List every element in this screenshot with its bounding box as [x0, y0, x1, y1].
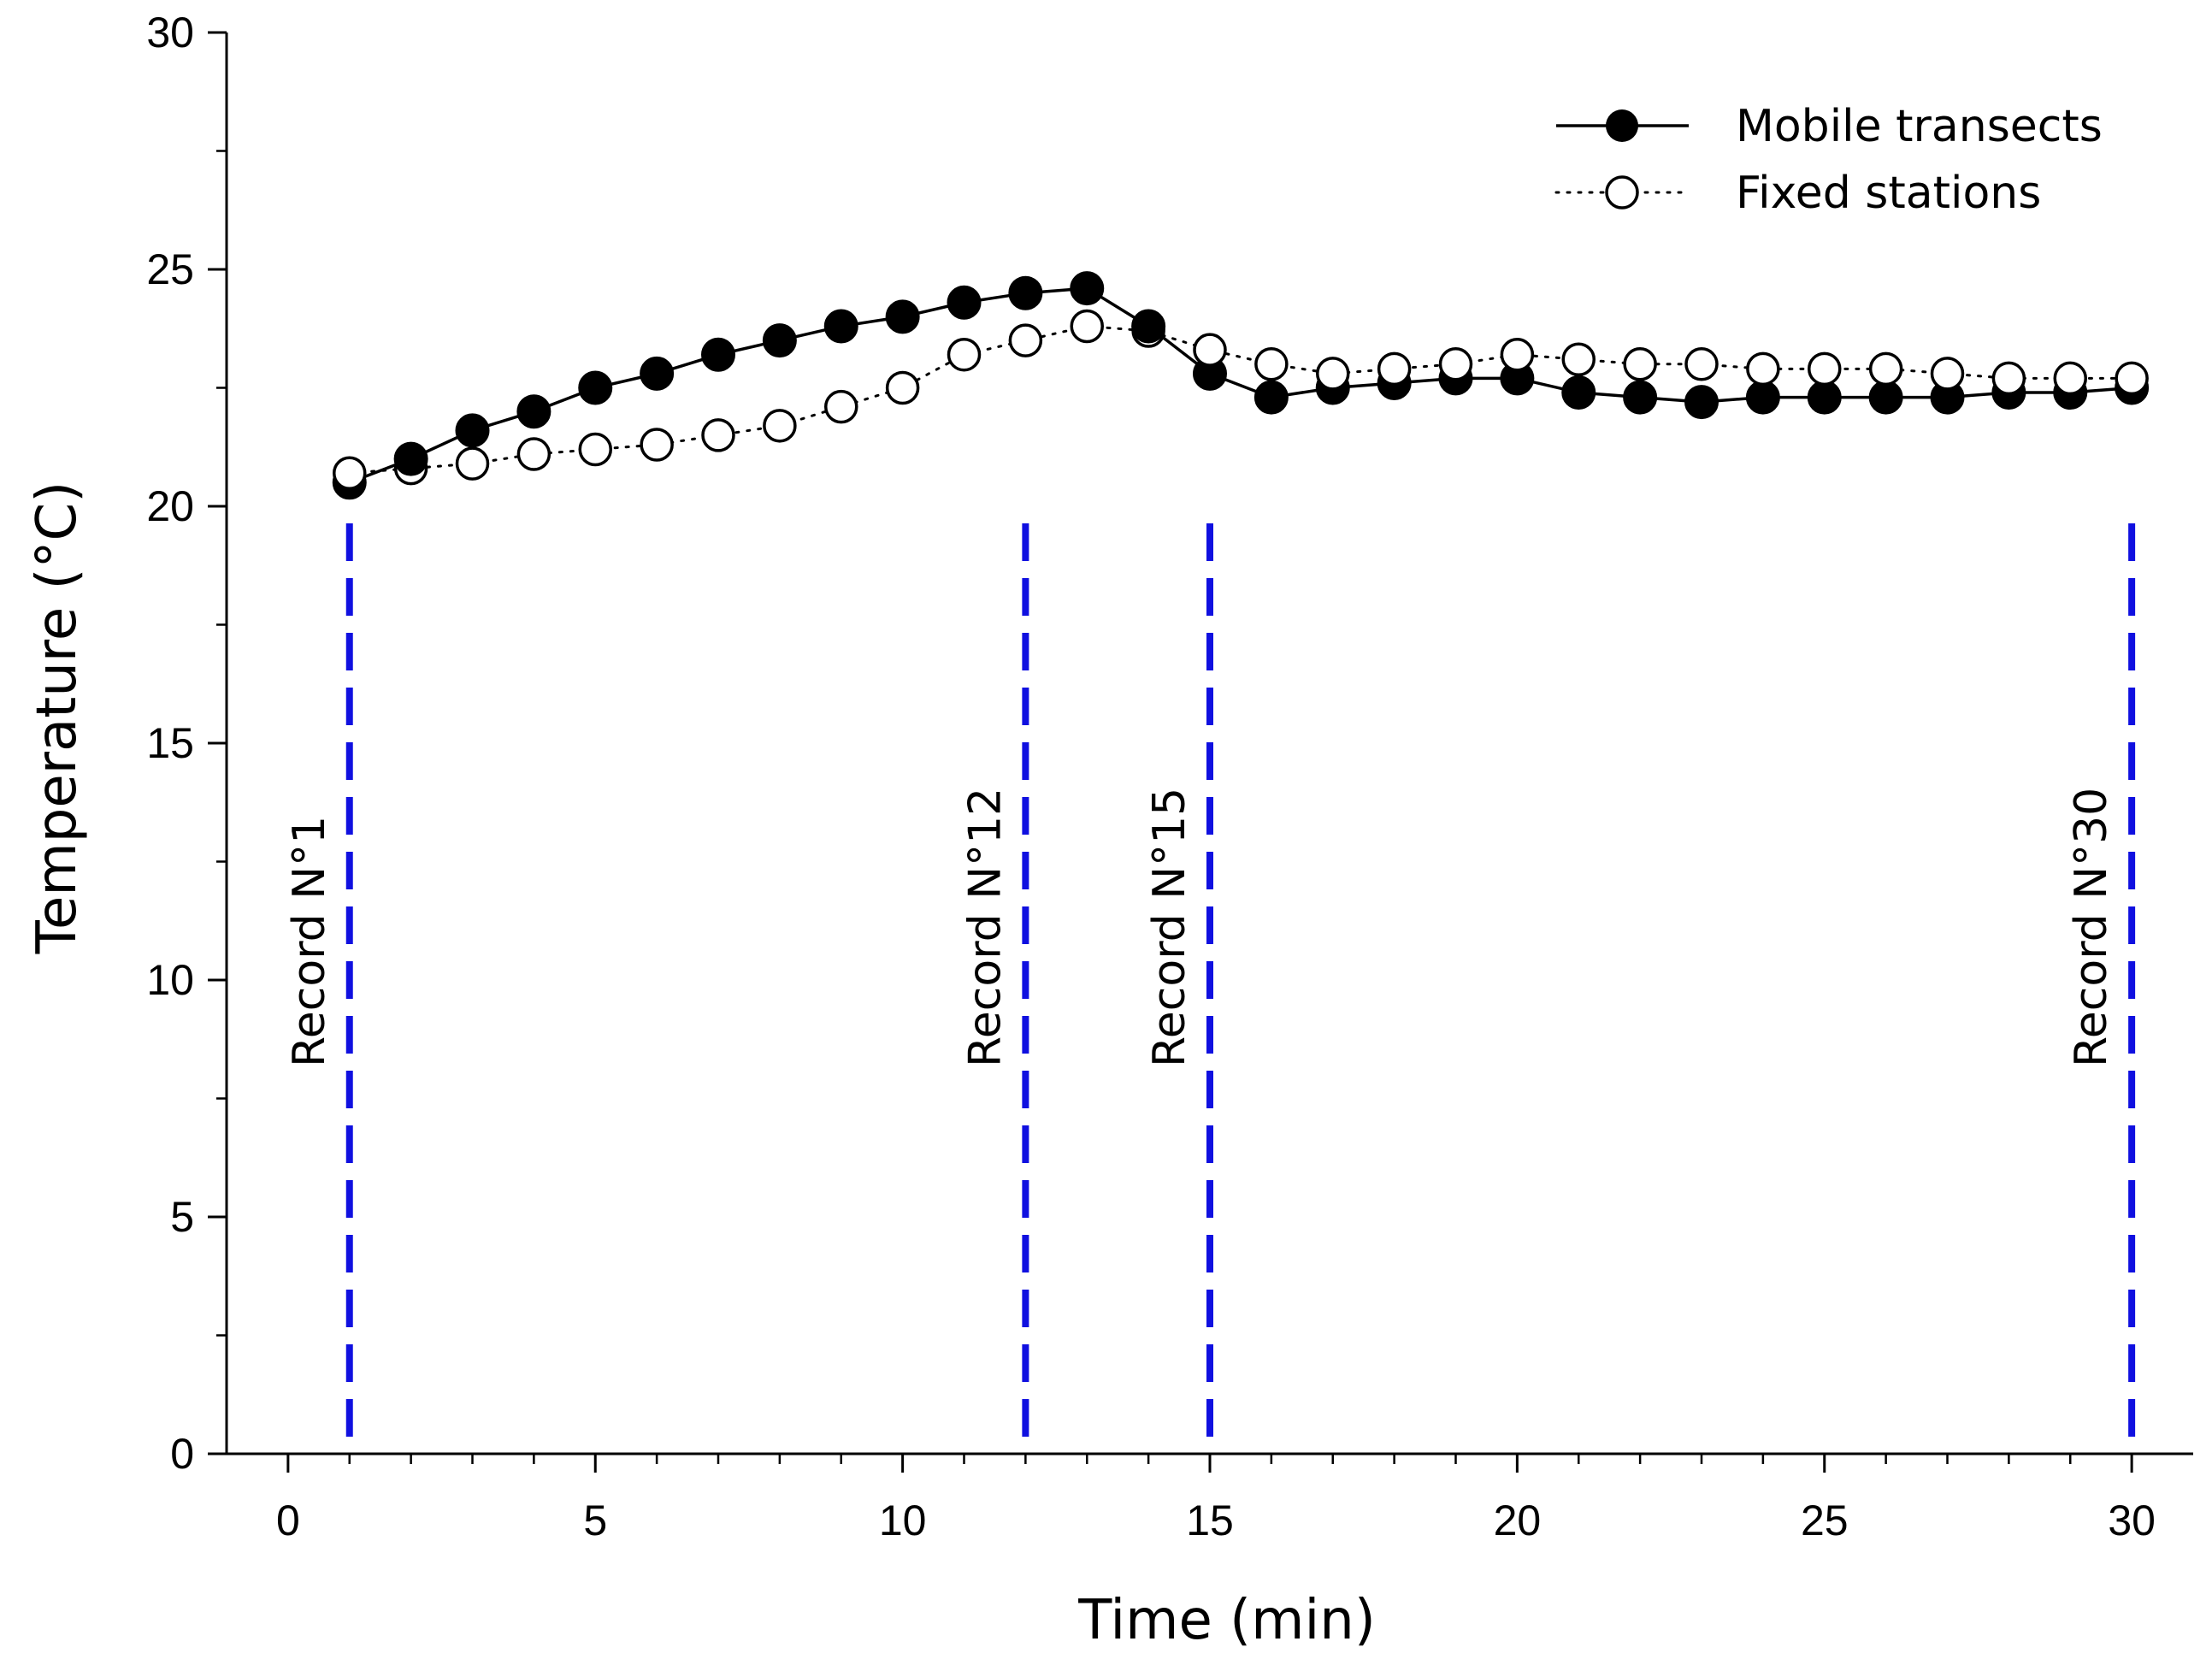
mobile-transects-point: [1008, 275, 1043, 310]
fixed-stations-point: [516, 437, 552, 471]
mobile-transects-point: [1684, 385, 1719, 420]
fixed-stations-point: [1868, 351, 1903, 387]
legend-fixed-label: Fixed stations: [1736, 168, 2041, 219]
mobile-transects-point: [393, 441, 428, 476]
legend-fixed-marker: [1605, 175, 1639, 210]
fixed-stations-point: [1377, 351, 1412, 387]
fixed-stations-point: [1500, 337, 1535, 372]
x-ticks: 0 5 10 15 20 25 30: [276, 1454, 2156, 1544]
mobile-transects-point: [1070, 271, 1105, 306]
fixed-stations-point: [640, 428, 674, 462]
mobile-transects-point: [885, 299, 920, 334]
x-tick-label: 10: [879, 1497, 927, 1544]
y-ticks: 0 5 10 15 20 25 30: [146, 9, 227, 1478]
record-label: Record N°12: [959, 788, 1011, 1067]
mobile-transects-point: [640, 356, 675, 391]
y-tick-label: 25: [146, 245, 194, 293]
fixed-stations-point: [2115, 361, 2149, 396]
mobile-transects-point: [1561, 375, 1596, 410]
fixed-stations-point: [578, 432, 612, 467]
x-tick-label: 30: [2108, 1497, 2156, 1544]
fixed-stations-point: [1438, 347, 1473, 381]
mobile-transects-point: [1807, 380, 1842, 415]
x-tick-label: 20: [1494, 1497, 1542, 1544]
fixed-stations-point: [1561, 342, 1596, 377]
record-label: Record N°15: [1144, 788, 1195, 1067]
fixed-stations-point: [455, 446, 490, 481]
fixed-stations-point: [1623, 347, 1657, 381]
mobile-transects-point: [1868, 380, 1903, 415]
x-tick-label: 25: [1801, 1497, 1849, 1544]
record-label: Record N°1: [284, 816, 335, 1067]
y-tick-label: 20: [146, 482, 194, 530]
mobile-transects-point: [947, 285, 982, 320]
y-tick-label: 5: [170, 1193, 194, 1241]
y-tick-label: 30: [146, 9, 194, 56]
mobile-transects-point: [455, 413, 490, 448]
fixed-stations-point: [1316, 357, 1350, 391]
fixed-stations-point: [1193, 333, 1227, 367]
mobile-transects-point: [762, 323, 797, 358]
mobile-transects-point: [1745, 380, 1780, 415]
y-tick-label: 0: [170, 1430, 194, 1478]
fixed-stations-point: [1254, 347, 1289, 381]
fixed-stations-point: [333, 456, 367, 490]
legend-mobile-label: Mobile transects: [1736, 101, 2103, 152]
fixed-stations-point: [824, 389, 858, 424]
x-tick-label: 15: [1186, 1497, 1234, 1544]
fixed-stations-point: [1070, 309, 1104, 344]
fixed-stations-point: [1008, 323, 1043, 357]
mobile-transects-point: [823, 309, 858, 344]
mobile-transects-line: [349, 286, 2132, 484]
fixed-stations-point: [701, 418, 735, 452]
record-annotations: Record N°1 Record N°12 Record N°15 Record N…: [284, 523, 2136, 1449]
mobile-transects-point: [1131, 309, 1166, 344]
legend-mobile-marker: [1606, 109, 1638, 142]
mobile-transects-point: [701, 337, 735, 372]
series-layer: [332, 271, 2150, 500]
y-axis-title: Temperature (°C): [26, 481, 89, 954]
fixed-stations-point: [1930, 357, 1965, 391]
record-label: Record N°30: [2066, 788, 2117, 1067]
fixed-stations-point: [885, 370, 920, 405]
x-axis-title: Time (min): [1077, 1589, 1376, 1652]
y-tick-label: 15: [146, 719, 194, 767]
fixed-stations-point: [763, 409, 797, 443]
fixed-stations-line: [348, 324, 2133, 475]
x-tick-label: 0: [276, 1497, 300, 1544]
x-tick-label: 5: [583, 1497, 607, 1544]
legend: Mobile transects Fixed stations: [1554, 101, 2103, 219]
fixed-stations-point: [1684, 347, 1719, 381]
fixed-stations-point: [1991, 361, 2026, 396]
fixed-stations-point: [2053, 361, 2087, 396]
mobile-transects-point: [516, 394, 552, 429]
fixed-stations-point: [1808, 351, 1842, 387]
fixed-stations-point: [1746, 351, 1780, 387]
fixed-stations-point: [947, 337, 982, 372]
mobile-transects-point: [578, 370, 613, 405]
mobile-transects-point: [1623, 380, 1658, 415]
mobile-transects-point: [1253, 380, 1289, 415]
y-tick-label: 10: [146, 956, 194, 1004]
